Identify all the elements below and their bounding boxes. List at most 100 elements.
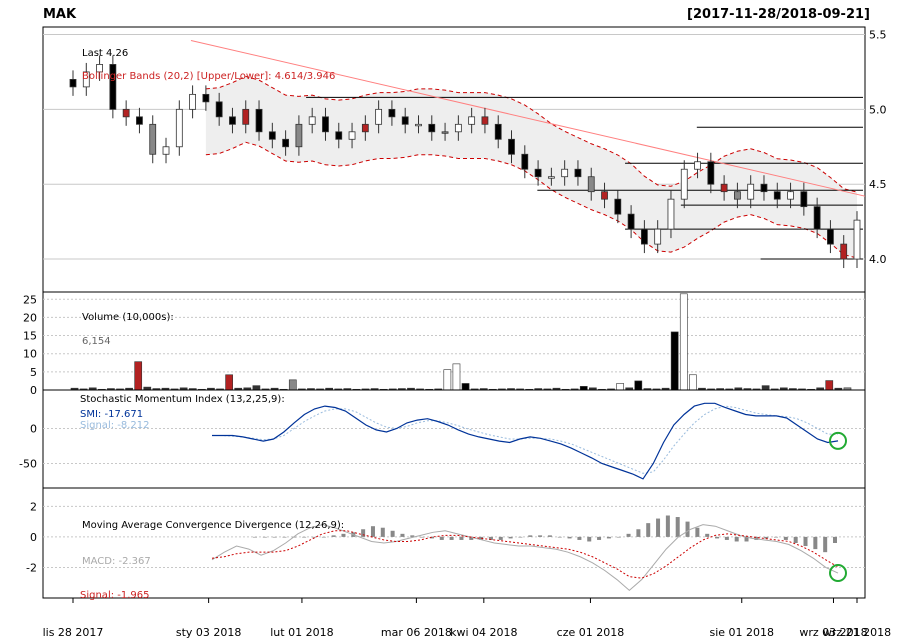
- macd-hist-bar: [705, 533, 710, 537]
- candle-body: [361, 123, 369, 133]
- volume-bar: [689, 374, 697, 391]
- macd-hist-bar: [823, 536, 828, 553]
- macd-hist-bar: [331, 535, 336, 537]
- x-tick-label: lut 01 2018: [270, 626, 333, 639]
- candle-body: [388, 108, 396, 118]
- macd-title: Moving Average Convergence Divergence (1…: [82, 520, 344, 531]
- macd-hist-bar: [606, 536, 611, 539]
- volume-bar: [134, 361, 143, 391]
- macd-hist-bar: [508, 536, 513, 539]
- price-panel: 4.0 4.5 5.0 5.5: [42, 26, 887, 293]
- macd-hist-bar: [361, 529, 366, 537]
- macd-panel: -2 0 2: [26, 487, 866, 599]
- candle-body: [494, 123, 502, 140]
- candle-body: [481, 116, 489, 125]
- candle-body: [840, 243, 848, 260]
- macd-hist-bar: [262, 536, 267, 538]
- volume-last-value: 6,154: [82, 336, 111, 347]
- candle-body: [587, 176, 595, 193]
- candle-body: [69, 79, 77, 88]
- candle-body: [707, 161, 715, 185]
- macd-hist-bar: [488, 536, 493, 540]
- macd-hist-bar: [833, 536, 837, 543]
- volume-bar: [761, 385, 770, 391]
- candle-body: [800, 191, 808, 208]
- chart-date-range: [2017-11-28/2018-09-21]: [687, 7, 870, 22]
- smi-signal-line: [212, 405, 839, 474]
- x-tick-label: sty 03 2018: [176, 626, 242, 639]
- macd-hist-bar: [793, 536, 798, 543]
- volume-bar: [225, 374, 233, 391]
- candle-body: [694, 161, 701, 170]
- macd-hist-bar: [400, 533, 405, 537]
- macd-hist-bar: [449, 536, 454, 540]
- bollinger-legend: Bollinger Bands (20,2) [Upper/Lower]: 4.…: [82, 71, 335, 82]
- candle-body: [282, 138, 290, 148]
- volume-bar: [443, 369, 452, 391]
- macd-hist-bar: [597, 536, 602, 540]
- candle-body: [401, 116, 409, 125]
- smi-last-marker: [829, 431, 847, 450]
- macd-hist-bar: [282, 536, 287, 538]
- macd-hist-bar: [253, 536, 257, 538]
- price-last-label: Last 4.26: [82, 48, 128, 59]
- candle-body: [82, 71, 90, 88]
- macd-hist-bar: [567, 536, 572, 539]
- x-axis: lis 28 2017 sty 03 2018 lut 01 2018 mar 06 …: [43, 597, 891, 639]
- macd-line: [211, 524, 839, 592]
- candle-body: [242, 108, 250, 125]
- macd-hist-bar: [715, 536, 720, 539]
- candle-body: [787, 191, 794, 200]
- y-tick-label: 0: [30, 384, 37, 397]
- candle-body: [308, 116, 316, 125]
- volume-bar: [461, 383, 470, 391]
- y-tick-label: 20: [23, 311, 37, 324]
- candle-body: [96, 64, 103, 73]
- macd-hist-bar: [626, 533, 631, 537]
- volume-bar: [670, 331, 679, 391]
- macd-hist-bar: [587, 536, 592, 542]
- macd-hist-bar: [616, 536, 621, 538]
- candle-body: [547, 176, 555, 179]
- macd-hist-bar: [321, 536, 326, 538]
- candle-body: [202, 93, 210, 103]
- candle-body: [614, 198, 622, 215]
- volume-title: Volume (10,000s):: [82, 312, 174, 323]
- macd-hist-bar: [429, 536, 434, 539]
- x-tick-label: kwi 04 2018: [450, 626, 517, 639]
- x-tick-label: wrz 21 2018: [823, 626, 891, 639]
- candle-body: [508, 138, 515, 155]
- x-tick-label: wrz 03 2018: [799, 626, 867, 639]
- candle-body: [773, 191, 781, 200]
- macd-last-marker: [829, 564, 847, 583]
- candle-body: [667, 198, 675, 230]
- macd-hist-bar: [469, 536, 474, 540]
- macd-hist-bar: [577, 536, 582, 540]
- candle-body: [521, 153, 529, 170]
- macd-hist-bar: [695, 527, 700, 537]
- macd-hist-bar: [439, 536, 444, 540]
- y-tick-label: 2: [30, 500, 37, 513]
- macd-hist-bar: [538, 535, 543, 537]
- macd-hist-bar: [380, 527, 385, 537]
- candle-body: [574, 168, 582, 178]
- macd-hist-bar: [557, 536, 562, 538]
- candle-body: [468, 116, 476, 125]
- bollinger-lower: [205, 141, 858, 259]
- y-tick-label: 5: [30, 366, 37, 379]
- macd-hist-bar: [518, 536, 523, 538]
- macd-signal-line: [211, 530, 839, 579]
- macd-hist-bar: [685, 521, 690, 537]
- macd-hist-bar: [813, 536, 818, 550]
- macd-hist-bar: [292, 536, 297, 538]
- macd-hist-bar: [302, 536, 307, 538]
- macd-hist-bar: [783, 536, 788, 540]
- macd-hist-bar: [420, 536, 425, 538]
- candle-body: [428, 123, 436, 133]
- smi-title: Stochastic Momentum Index (13,2,25,9):: [80, 394, 285, 405]
- candle-body: [747, 183, 755, 200]
- volume-bar: [579, 386, 588, 391]
- y-tick-label: -2: [26, 561, 37, 574]
- macd-hist-bar: [272, 536, 277, 538]
